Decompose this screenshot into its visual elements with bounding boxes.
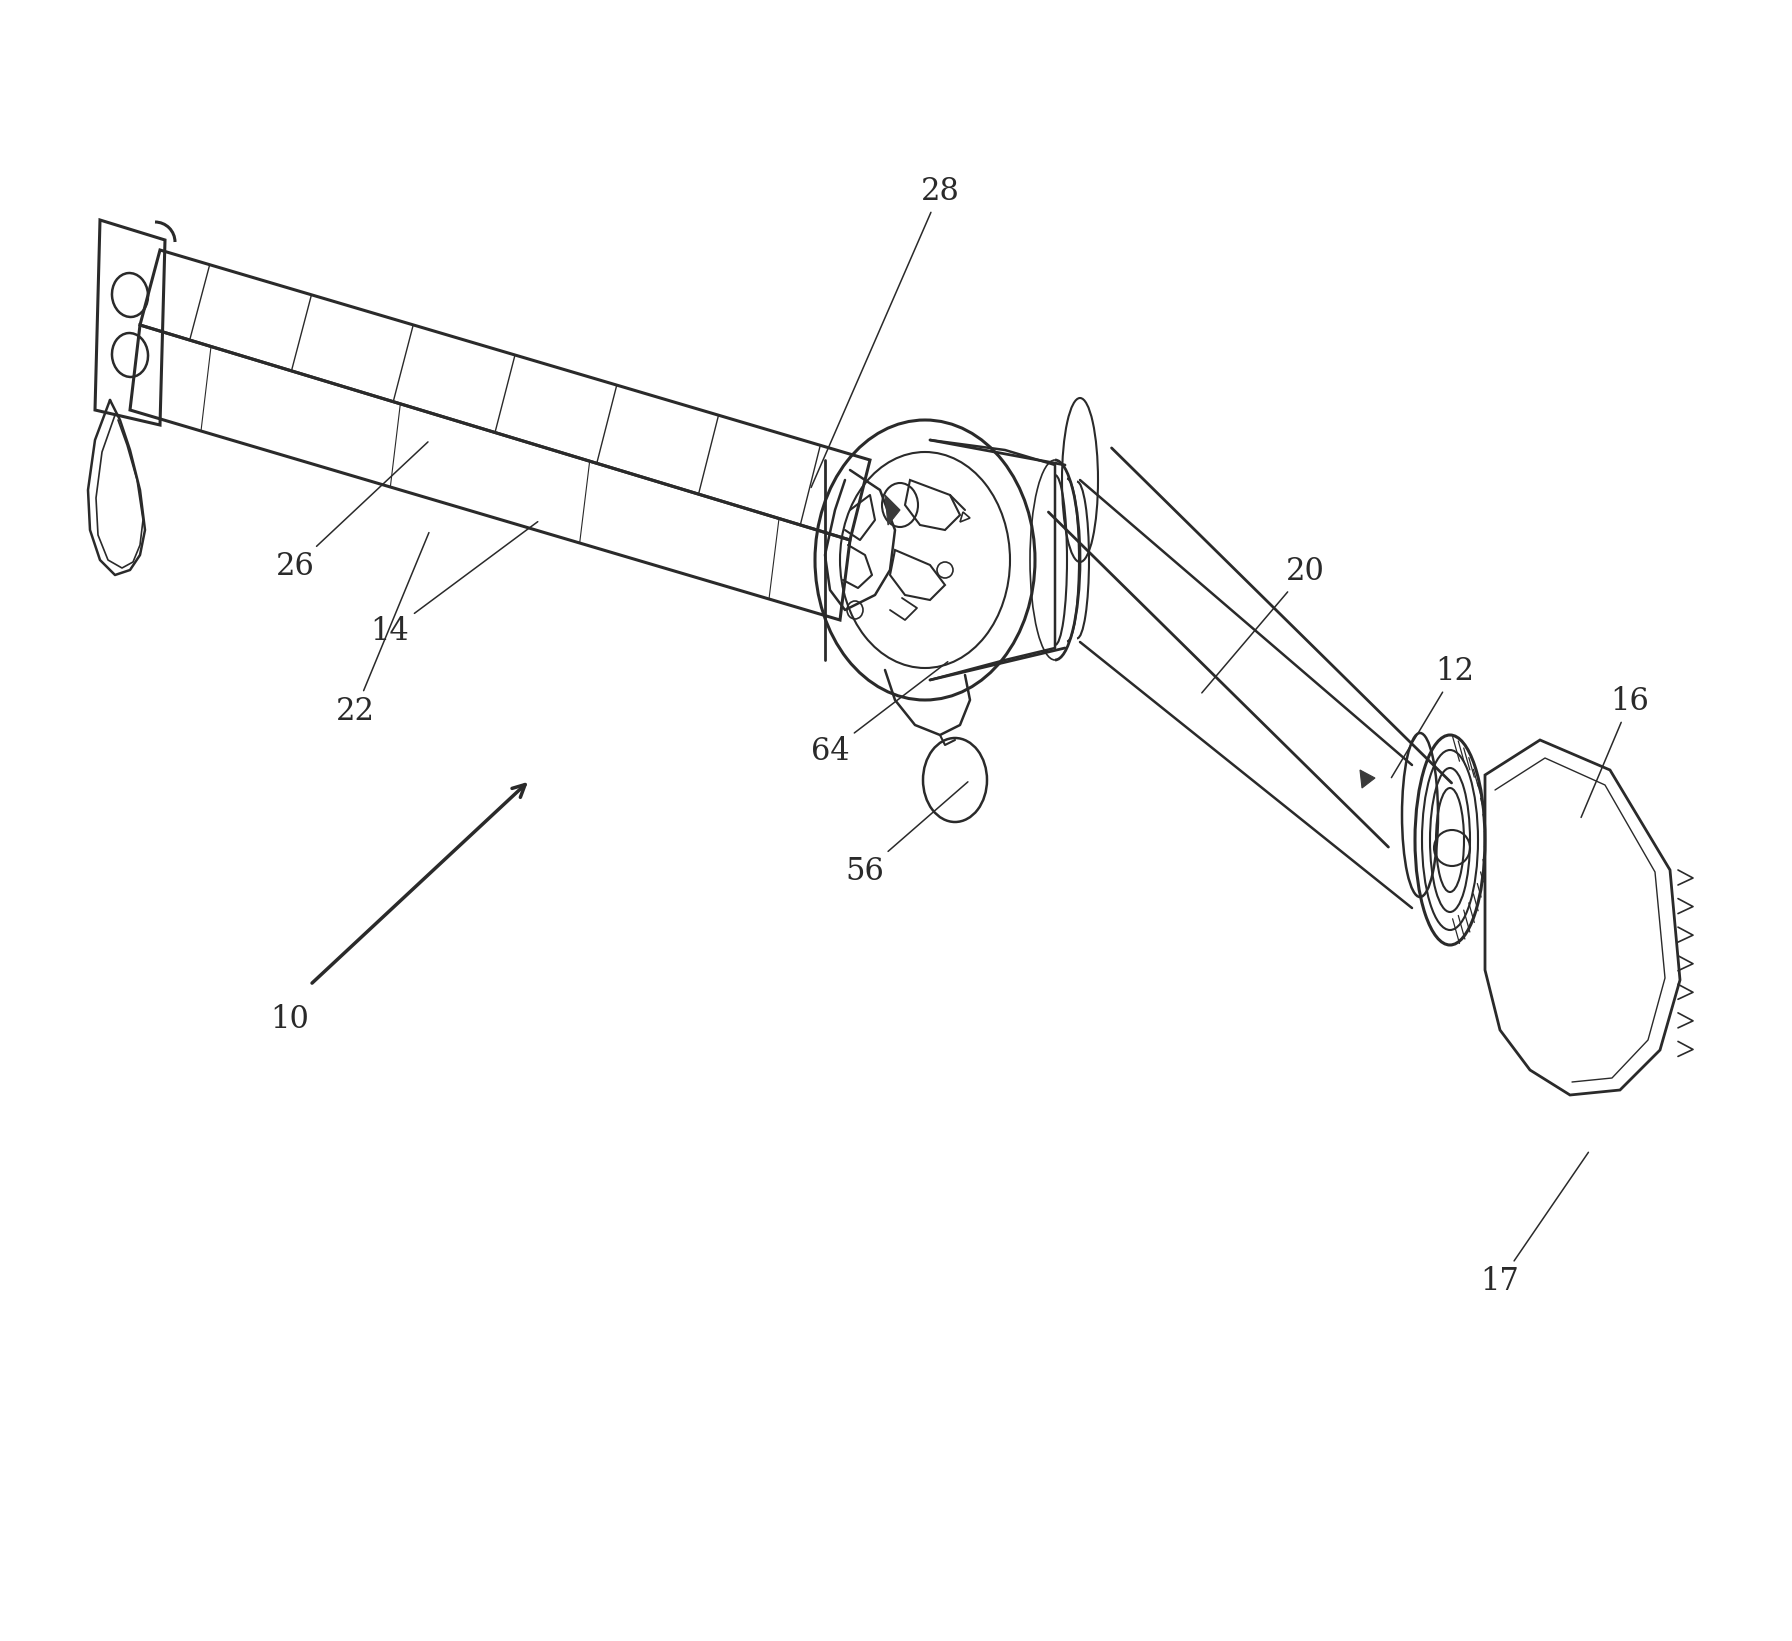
Text: 28: 28 [812, 176, 959, 487]
Polygon shape [1360, 770, 1374, 788]
Text: 14: 14 [371, 522, 538, 647]
Text: 64: 64 [810, 661, 948, 766]
Text: 56: 56 [846, 781, 968, 888]
Text: 22: 22 [335, 533, 428, 727]
Text: 16: 16 [1581, 686, 1649, 817]
Text: 26: 26 [276, 441, 428, 583]
Text: 20: 20 [1202, 556, 1324, 693]
Text: 17: 17 [1480, 1152, 1588, 1296]
Text: 10: 10 [271, 1004, 310, 1035]
Text: 12: 12 [1391, 656, 1475, 778]
Polygon shape [885, 496, 900, 525]
